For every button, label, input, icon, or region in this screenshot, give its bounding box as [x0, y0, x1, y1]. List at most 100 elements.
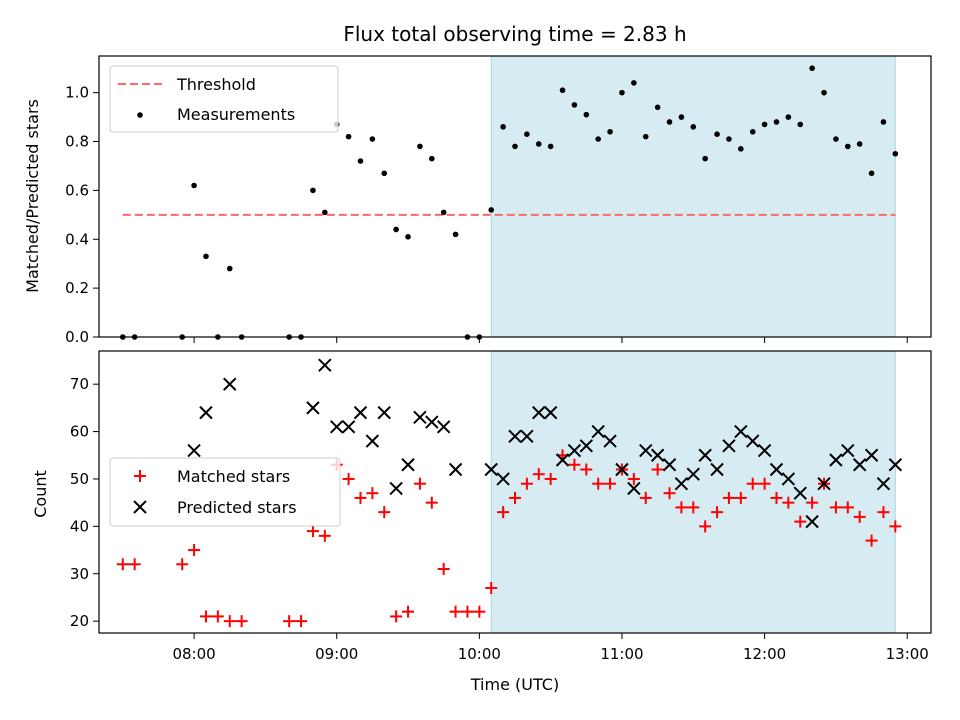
- data-point: [488, 207, 495, 213]
- bottom-highlight-span: [490, 350, 896, 634]
- y-tick-label: 60: [70, 423, 89, 441]
- data-point: [797, 121, 804, 128]
- data-point: [845, 143, 851, 150]
- data-point: [591, 424, 605, 439]
- data-point: [809, 65, 815, 72]
- axes-frame: [98, 350, 932, 634]
- data-point: [749, 128, 756, 135]
- data-point: [833, 136, 839, 142]
- data-point: [496, 472, 510, 486]
- data-point: [354, 491, 367, 504]
- data-point: [794, 515, 807, 528]
- data-point: [497, 506, 510, 519]
- data-point: [211, 610, 224, 623]
- data-point: [852, 458, 867, 472]
- data-point: [817, 476, 831, 491]
- data-point: [642, 133, 649, 140]
- data-point: [687, 501, 700, 514]
- y-tick-label: 0.0: [65, 328, 89, 346]
- data-point: [508, 429, 522, 444]
- legend-predicted-label: Predicted stars: [177, 498, 297, 517]
- data-point: [806, 496, 819, 509]
- data-point: [877, 506, 890, 519]
- data-point: [473, 605, 486, 618]
- data-point: [639, 443, 653, 458]
- data-point: [342, 472, 355, 485]
- data-point: [619, 89, 625, 96]
- data-point: [746, 434, 760, 448]
- data-point: [405, 234, 411, 240]
- data-point: [365, 434, 380, 448]
- x-tick-label: 13:00: [886, 645, 929, 663]
- data-point: [520, 429, 534, 444]
- data-point: [176, 558, 189, 571]
- data-point: [345, 133, 352, 140]
- data-point: [417, 143, 423, 150]
- data-point: [639, 491, 652, 504]
- data-point: [654, 104, 661, 111]
- data-point: [746, 477, 759, 490]
- predicted-stars-points: [187, 358, 903, 529]
- data-point: [191, 182, 197, 189]
- data-point: [805, 514, 819, 529]
- data-point: [615, 462, 629, 477]
- y-tick-label: 0.8: [65, 133, 89, 151]
- data-point: [781, 472, 796, 486]
- y-tick-label: 70: [70, 375, 89, 393]
- data-point: [714, 131, 720, 137]
- data-point: [485, 581, 498, 594]
- x-tick-label: 08:00: [172, 645, 215, 663]
- data-point: [402, 605, 415, 618]
- data-point: [532, 405, 546, 420]
- data-point: [821, 89, 827, 96]
- top-panel: 0.0 0.2 0.4 0.6 0.8 1.0 Matched/Predicted sta…: [23, 55, 932, 346]
- data-point: [702, 155, 708, 162]
- data-point: [627, 472, 640, 485]
- data-point: [520, 477, 533, 490]
- data-point: [722, 439, 736, 453]
- data-point: [378, 506, 391, 519]
- data-point: [310, 187, 316, 194]
- data-point: [675, 501, 688, 514]
- y-tick-label: 20: [70, 612, 89, 630]
- data-point: [841, 443, 855, 458]
- data-point: [604, 477, 617, 490]
- top-legend: Threshold Measurements: [109, 65, 339, 133]
- data-point: [547, 143, 554, 150]
- data-point: [500, 124, 506, 130]
- data-point: [793, 486, 807, 500]
- data-point: [690, 124, 697, 130]
- chart-title: Flux total observing time = 2.83 h: [343, 22, 686, 46]
- data-point: [722, 491, 735, 504]
- data-point: [226, 265, 233, 272]
- data-point: [769, 462, 784, 477]
- data-point: [449, 605, 462, 618]
- data-point: [188, 544, 201, 557]
- data-point: [888, 458, 903, 472]
- data-point: [568, 458, 581, 471]
- legend-threshold-label: Threshold: [176, 75, 256, 94]
- data-point: [283, 615, 296, 628]
- data-point: [710, 462, 724, 477]
- data-point: [425, 415, 439, 429]
- data-point: [436, 420, 451, 434]
- data-point: [535, 141, 542, 147]
- x-tick-label: 11:00: [600, 645, 643, 663]
- data-point: [580, 463, 593, 476]
- bottom-panel: 20 30 40 50 60 70 08:00 09:00 10:00 11:00 12:00 13…: [31, 350, 932, 694]
- y-tick-label: 1.0: [65, 84, 89, 102]
- axes-frame: [98, 55, 932, 338]
- top-y-ticks: 0.0 0.2 0.4 0.6 0.8 1.0: [65, 84, 99, 346]
- data-point: [734, 424, 748, 439]
- data-point: [429, 155, 435, 162]
- data-point: [377, 405, 391, 420]
- data-point: [868, 170, 875, 177]
- data-point: [579, 439, 594, 453]
- data-point: [734, 491, 747, 504]
- data-point: [322, 209, 328, 216]
- data-point: [306, 401, 320, 415]
- data-point: [785, 114, 792, 120]
- data-point: [592, 477, 605, 490]
- data-point: [758, 477, 771, 490]
